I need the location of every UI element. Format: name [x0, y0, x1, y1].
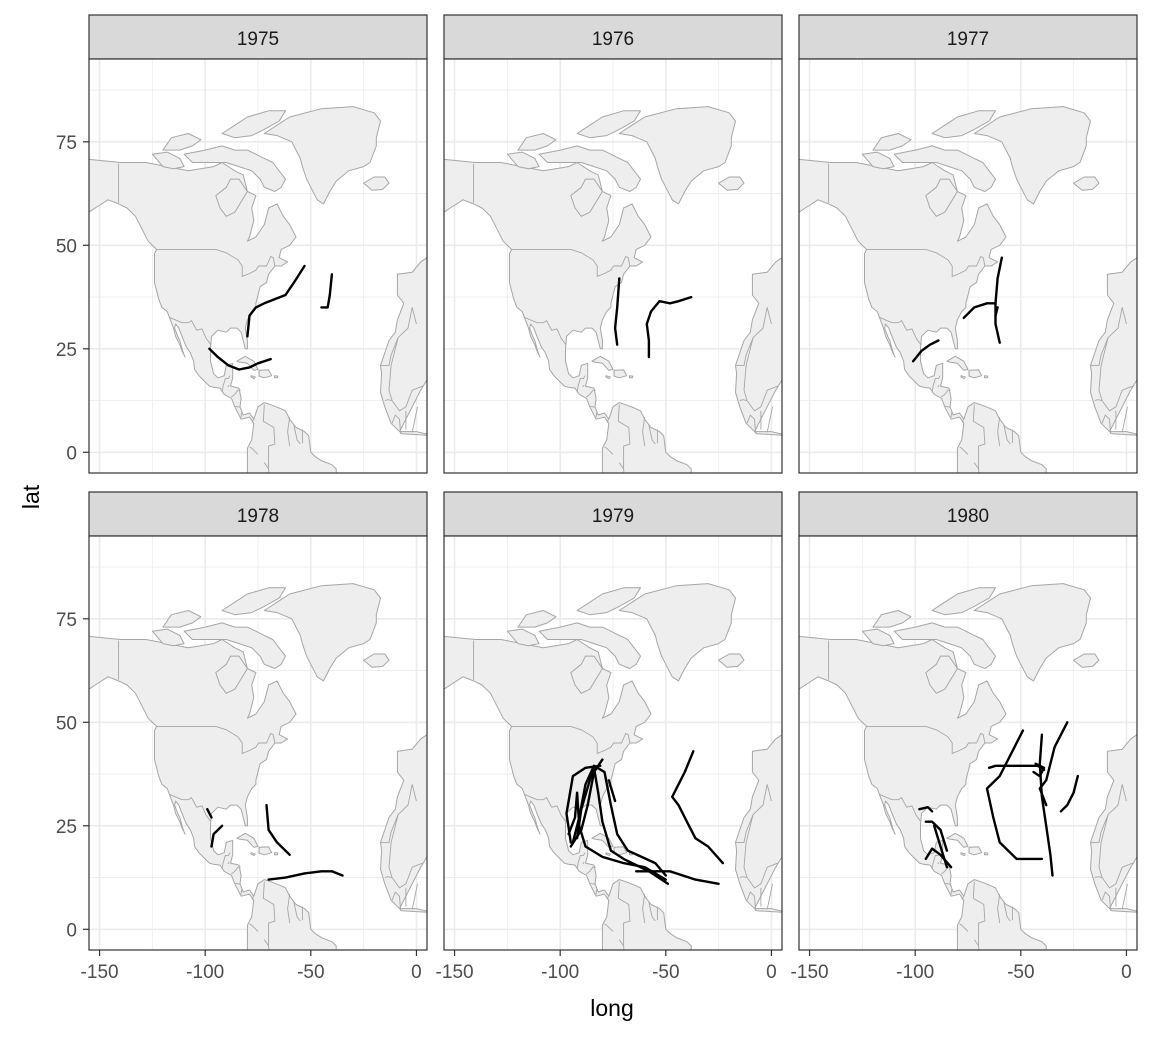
map-panel [417, 59, 789, 494]
x-tick-label: -50 [1007, 962, 1034, 983]
facet-1978: 1978 0 25 50 75 -150 -100 -50 0 [56, 492, 433, 983]
y-tick-label: 25 [56, 340, 77, 361]
map-panel [62, 536, 434, 971]
facet-strip-label: 1979 [592, 506, 634, 527]
land-polygon [630, 376, 633, 378]
x-tick-label: -150 [436, 962, 474, 983]
land-polygon [985, 376, 988, 378]
x-tick-label: -100 [541, 962, 579, 983]
x-tick-label: -150 [791, 962, 829, 983]
land-polygon [985, 853, 988, 855]
facet-strip-label: 1976 [592, 29, 634, 50]
land-polygon [275, 376, 278, 378]
x-tick-label: 0 [1121, 962, 1132, 983]
facet-1975: 1975 0 25 50 75 [56, 15, 433, 494]
x-tick-label: -100 [186, 962, 224, 983]
x-tick-label: -50 [297, 962, 324, 983]
map-panel [772, 536, 1144, 971]
y-tick-label: 0 [66, 920, 77, 941]
land-polygon [275, 853, 278, 855]
x-tick-label: 0 [411, 962, 422, 983]
x-axis-title: long [590, 995, 633, 1021]
facet-strip-label: 1977 [947, 29, 989, 50]
facet-strip-label: 1975 [237, 29, 279, 50]
y-tick-label: 50 [56, 236, 77, 257]
x-tick-label: -50 [652, 962, 679, 983]
map-panel [417, 536, 789, 971]
x-tick-label: -150 [81, 962, 119, 983]
y-axis-title: lat [18, 484, 44, 509]
y-tick-label: 75 [56, 610, 77, 631]
facet-strip-label: 1978 [237, 506, 279, 527]
y-tick-label: 50 [56, 713, 77, 734]
facet-1976: 1976 [417, 15, 789, 494]
y-tick-label: 75 [56, 133, 77, 154]
facet-1980: 1980 -150 -100 -50 0 [772, 492, 1144, 983]
facet-1979: 1979 -150 -100 -50 0 [417, 492, 789, 983]
y-tick-label: 0 [66, 443, 77, 464]
x-tick-label: -100 [896, 962, 934, 983]
map-panel [772, 59, 1144, 494]
facet-1977: 1977 [772, 15, 1144, 494]
map-panel [62, 59, 434, 494]
y-tick-label: 25 [56, 817, 77, 838]
facet-strip-label: 1980 [947, 506, 989, 527]
x-tick-label: 0 [766, 962, 777, 983]
